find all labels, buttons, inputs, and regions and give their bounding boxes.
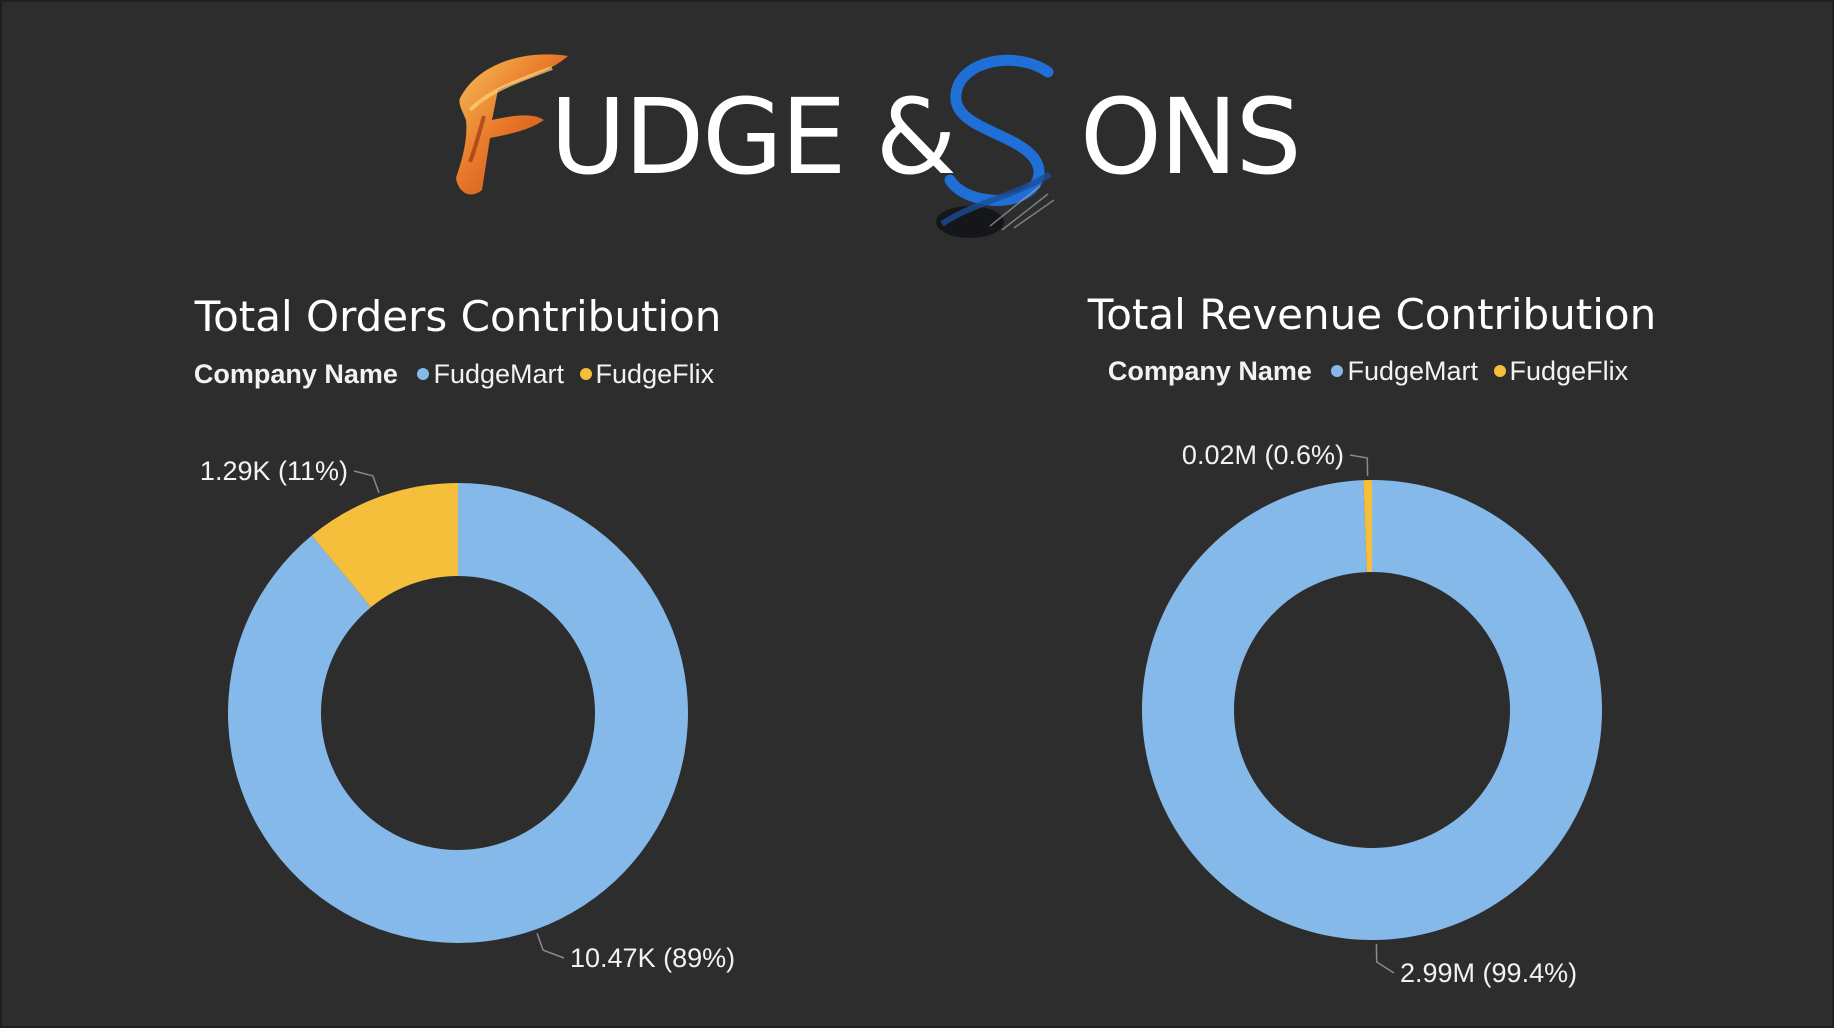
legend-label-fudgemart: FudgeMart <box>433 359 565 389</box>
legend-item-fudgeflix[interactable]: FudgeFlix <box>1493 354 1629 388</box>
legend-title: Company Name <box>1107 356 1312 386</box>
company-logo: UDGE & ONS <box>440 50 1302 250</box>
leader-line-fudgemart <box>536 932 565 959</box>
legend-dot-fudgeflix <box>579 368 592 380</box>
legend-label-fudgemart: FudgeMart <box>1347 356 1479 386</box>
leader-line-fudgemart <box>1375 943 1395 974</box>
legend-label-fudgeflix: FudgeFlix <box>1509 356 1629 386</box>
leader-line-fudgeflix <box>353 470 380 494</box>
donut-chart-svg: 1.29K (11%) 10.47K (89%) <box>200 456 735 973</box>
legend-title: Company Name <box>193 359 398 389</box>
legend-dot-fudgemart <box>417 368 430 380</box>
flame-f-logo-icon <box>456 54 568 195</box>
chart-title: Total Revenue Contribution <box>1087 290 1657 339</box>
logo-text-part-2: ONS <box>1080 76 1302 198</box>
donut-slice-fudgemart[interactable] <box>227 483 688 943</box>
legend-item-fudgeflix[interactable]: FudgeFlix <box>579 357 715 391</box>
leader-line-fudgeflix <box>1349 454 1369 477</box>
legend-dot-fudgemart <box>1331 365 1344 377</box>
chart-title: Total Orders Contribution <box>194 292 722 341</box>
donut-slice-fudgeflix[interactable] <box>311 483 458 608</box>
data-label-fudgemart: 10.47K (89%) <box>570 943 735 973</box>
chart-legend: Company Name FudgeMart FudgeFlix <box>1022 354 1722 388</box>
legend-label-fudgeflix: FudgeFlix <box>595 359 715 389</box>
legend-dot-fudgeflix <box>1493 365 1506 377</box>
legend-item-fudgemart[interactable]: FudgeMart <box>417 357 564 391</box>
logo-text-part-1: UDGE & <box>550 76 957 198</box>
donut-slice-fudgeflix[interactable] <box>1363 480 1372 573</box>
orders-contribution-chart[interactable]: Total Orders Contribution Company Name F… <box>108 280 808 1020</box>
chart-legend: Company Name FudgeMart FudgeFlix <box>108 357 808 391</box>
brush-s-logo-icon <box>936 54 1055 238</box>
revenue-contribution-chart[interactable]: Total Revenue Contribution Company Name … <box>1022 280 1722 1020</box>
donut-chart-svg: 0.02M (0.6%) 2.99M (99.4%) <box>1141 440 1602 988</box>
data-label-fudgeflix: 1.29K (11%) <box>200 456 348 486</box>
donut-slice-fudgemart[interactable] <box>1141 480 1602 940</box>
data-label-fudgemart: 2.99M (99.4%) <box>1400 958 1577 988</box>
legend-item-fudgemart[interactable]: FudgeMart <box>1331 354 1478 388</box>
data-label-fudgeflix: 0.02M (0.6%) <box>1182 440 1344 470</box>
